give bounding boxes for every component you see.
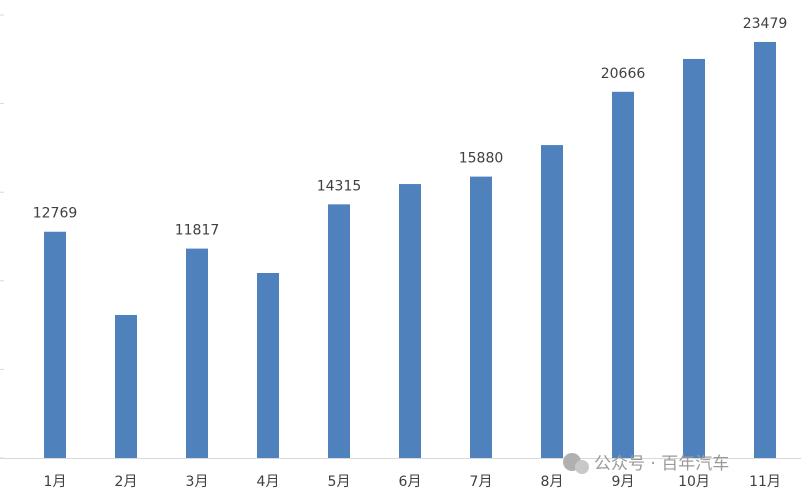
bar — [257, 273, 279, 458]
watermark: 公众号 · 百年汽车 — [563, 453, 729, 474]
bar — [754, 41, 776, 459]
watermark-text: 公众号 · 百年汽车 — [594, 454, 729, 474]
bar — [115, 314, 137, 458]
x-tick-label: 9月 — [612, 474, 635, 490]
x-tick-label: 3月 — [186, 474, 209, 490]
x-tick-label: 7月 — [470, 474, 493, 490]
value-label: 20666 — [601, 66, 646, 82]
value-label: 11817 — [175, 223, 220, 239]
x-tick-label: 8月 — [541, 474, 564, 490]
value-label: 15880 — [459, 151, 504, 167]
bar — [186, 248, 208, 458]
value-label: 14315 — [317, 178, 362, 194]
value-label: 23479 — [743, 16, 788, 32]
bar — [328, 204, 350, 458]
bar — [541, 145, 563, 458]
bar — [399, 184, 421, 458]
x-tick-label: 6月 — [399, 474, 422, 490]
x-tick-label: 2月 — [115, 474, 138, 490]
x-tick-label: 4月 — [257, 474, 280, 490]
value-label: 12769 — [33, 206, 78, 222]
bar — [44, 231, 66, 458]
bar — [612, 91, 634, 459]
bar — [683, 58, 705, 459]
x-tick-label: 5月 — [328, 474, 351, 490]
x-tick-label: 10月 — [678, 474, 710, 490]
x-tick-label: 11月 — [749, 474, 781, 490]
bar — [470, 176, 492, 459]
x-tick-label: 1月 — [44, 474, 67, 490]
